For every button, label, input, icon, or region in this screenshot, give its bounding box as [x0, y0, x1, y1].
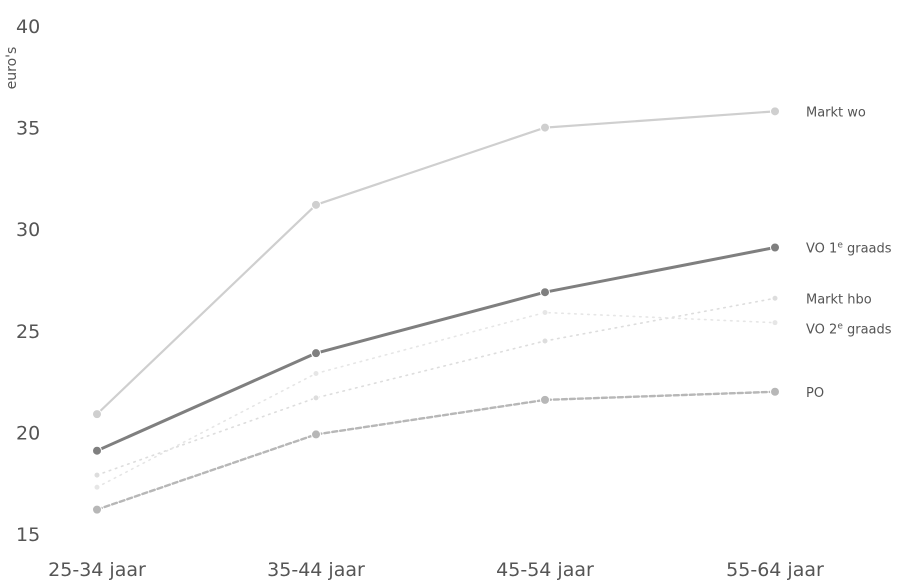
series-line [95, 110, 777, 416]
series-label: PO [806, 386, 824, 401]
y-tick-label: 30 [16, 219, 40, 241]
data-point [311, 348, 321, 359]
x-tick-label: 25-34 jaar [48, 559, 146, 581]
x-axis: 25-34 jaar 35-44 jaar 45-54 jaar 55-64 jaar [48, 559, 824, 581]
y-tick-label: 25 [16, 321, 40, 343]
data-point [311, 199, 321, 210]
y-tick-label: 20 [16, 422, 40, 444]
series-points [92, 106, 780, 515]
y-axis-title: euro's [4, 47, 20, 90]
data-point [93, 471, 101, 479]
y-tick-label: 40 [16, 16, 40, 38]
x-tick-label: 55-64 jaar [726, 559, 824, 581]
series-line [96, 297, 776, 476]
y-tick-label: 35 [16, 118, 40, 140]
data-point [92, 445, 102, 456]
x-tick-label: 35-44 jaar [267, 559, 365, 581]
data-point [770, 242, 780, 253]
series-lines [95, 110, 777, 511]
data-point [92, 409, 102, 420]
series-line [95, 390, 777, 511]
data-point [312, 369, 320, 377]
x-tick-label: 45-54 jaar [496, 559, 594, 581]
series-line [96, 311, 776, 489]
data-point [93, 483, 101, 491]
series-label: VO 2e graads [806, 322, 892, 338]
data-point [540, 394, 550, 405]
series-label: Markt wo [806, 105, 866, 120]
data-point [770, 106, 780, 117]
y-tick-label: 15 [16, 524, 40, 546]
series-labels: Markt wo VO 1e graads Markt hbo VO 2e graad… [806, 105, 892, 400]
data-point [92, 504, 102, 515]
data-point [541, 309, 549, 317]
data-point [540, 122, 550, 133]
data-point [770, 386, 780, 397]
series-label: Markt hbo [806, 292, 872, 307]
data-point [541, 337, 549, 345]
series-label: VO 1e graads [806, 240, 892, 256]
data-point [312, 394, 320, 402]
y-axis: 15 20 25 30 35 40 [16, 16, 40, 546]
data-point [311, 429, 321, 440]
series-line [95, 245, 777, 453]
data-point [771, 294, 779, 302]
data-point [540, 287, 550, 298]
data-point [771, 319, 779, 327]
